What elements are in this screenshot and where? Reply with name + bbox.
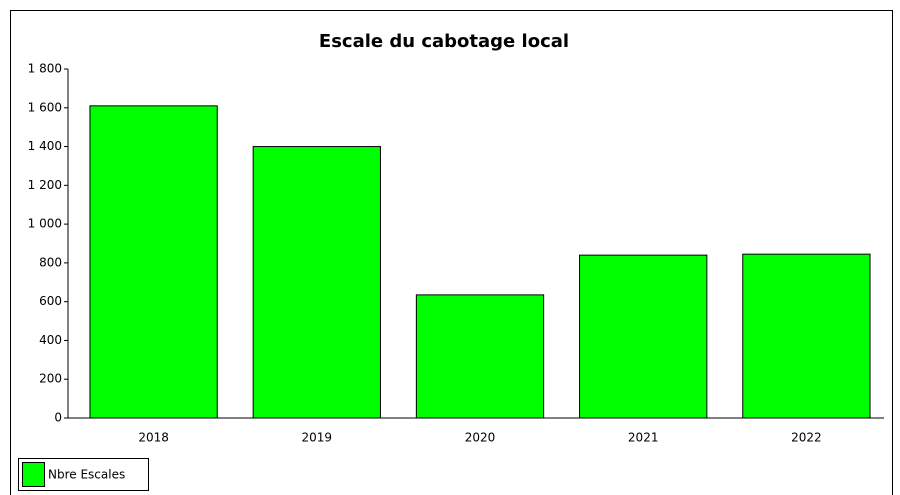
bar (415, 294, 545, 419)
x-tick-label: 2020 (465, 431, 496, 445)
x-tick-label: 2018 (138, 431, 169, 445)
x-tick-label: 2019 (302, 431, 333, 445)
y-tick-label: 1 400 (28, 139, 62, 153)
y-tick-label: 1 800 (28, 62, 62, 76)
x-tick-label: 2022 (791, 431, 822, 445)
y-tick-label: 1 200 (28, 178, 62, 192)
chart-title: Escale du cabotage local (319, 31, 569, 52)
y-tick-label: 600 (39, 294, 62, 308)
y-tick-label: 800 (39, 255, 62, 269)
legend-label: Nbre Escales (48, 468, 125, 482)
bar (89, 105, 218, 419)
y-tick-label: 1 600 (28, 100, 62, 114)
x-tick-label: 2021 (628, 431, 659, 445)
y-tick-label: 200 (39, 372, 62, 386)
y-tick-label: 1 000 (28, 217, 62, 231)
y-tick-label: 400 (39, 333, 62, 347)
y-tick-label: 0 (54, 411, 62, 425)
bar (579, 254, 708, 419)
bar (742, 253, 871, 419)
chart-border (10, 10, 893, 495)
legend-swatch (22, 462, 45, 487)
bar (252, 146, 381, 419)
